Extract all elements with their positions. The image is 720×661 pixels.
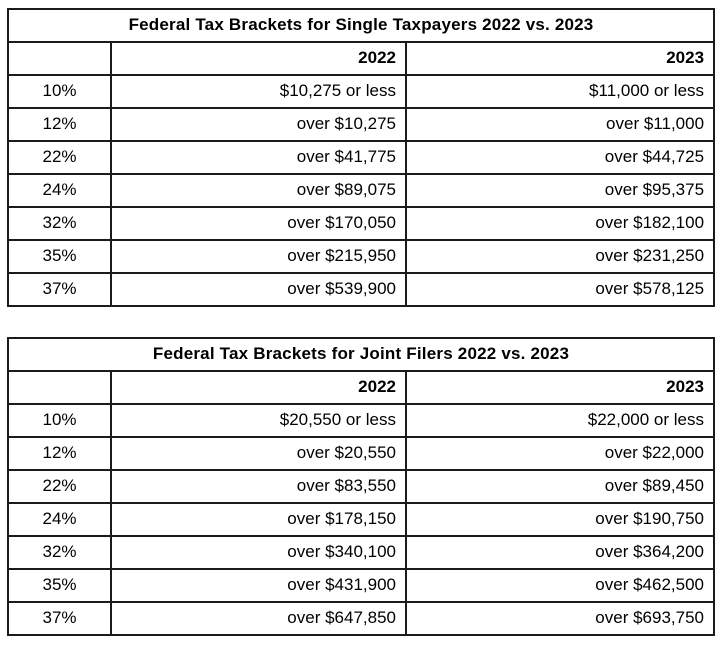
rate-cell: 24% [7, 502, 112, 537]
amount-2023-cell: over $231,250 [404, 239, 716, 274]
year-2023-header: 2023 [405, 370, 715, 405]
amount-2022-cell: $20,550 or less [110, 403, 407, 438]
amount-2022-cell: over $10,275 [110, 107, 407, 142]
rate-cell: 10% [7, 403, 112, 438]
table-row: 32% over $170,050 over $182,100 [7, 206, 716, 241]
rate-column-header [7, 41, 112, 76]
rate-cell: 32% [7, 206, 112, 241]
amount-2023-cell: over $578,125 [404, 272, 716, 307]
table-title: Federal Tax Brackets for Joint Filers 20… [7, 337, 715, 372]
table-title: Federal Tax Brackets for Single Taxpayer… [6, 8, 716, 43]
joint-table-title-row: Federal Tax Brackets for Joint Filers 20… [7, 337, 715, 372]
table-row: 12% over $10,275 over $11,000 [7, 107, 716, 142]
rate-cell: 35% [7, 239, 112, 274]
amount-2023-cell: over $693,750 [405, 601, 715, 636]
amount-2022-cell: over $89,075 [110, 173, 407, 208]
year-2022-header: 2022 [110, 41, 407, 76]
amount-2023-cell: over $44,725 [404, 140, 716, 175]
amount-2023-cell: over $22,000 [405, 436, 715, 471]
amount-2022-cell: over $170,050 [110, 206, 407, 241]
single-table-header-row: 2022 2023 [7, 41, 716, 76]
table-row: 22% over $83,550 over $89,450 [7, 469, 715, 504]
amount-2023-cell: $22,000 or less [405, 403, 715, 438]
amount-2022-cell: over $340,100 [110, 535, 407, 570]
rate-cell: 12% [7, 436, 112, 471]
rate-cell: 12% [7, 107, 112, 142]
single-table-title-row: Federal Tax Brackets for Single Taxpayer… [6, 8, 716, 43]
rate-cell: 22% [7, 469, 112, 504]
single-taxpayers-table: Federal Tax Brackets for Single Taxpayer… [6, 8, 716, 307]
amount-2023-cell: over $462,500 [405, 568, 715, 603]
table-row: 24% over $89,075 over $95,375 [7, 173, 716, 208]
table-row: 32% over $340,100 over $364,200 [7, 535, 715, 570]
table-row: 24% over $178,150 over $190,750 [7, 502, 715, 537]
amount-2022-cell: over $215,950 [110, 239, 407, 274]
tax-brackets-page: Federal Tax Brackets for Single Taxpayer… [6, 8, 716, 636]
amount-2022-cell: over $178,150 [110, 502, 407, 537]
amount-2022-cell: over $20,550 [110, 436, 407, 471]
amount-2023-cell: over $182,100 [404, 206, 716, 241]
rate-cell: 37% [7, 601, 112, 636]
amount-2023-cell: over $89,450 [405, 469, 715, 504]
amount-2022-cell: over $83,550 [110, 469, 407, 504]
table-row: 35% over $215,950 over $231,250 [7, 239, 716, 274]
table-row: 37% over $539,900 over $578,125 [7, 272, 716, 307]
amount-2022-cell: over $431,900 [110, 568, 407, 603]
rate-cell: 22% [7, 140, 112, 175]
rate-cell: 35% [7, 568, 112, 603]
rate-cell: 37% [7, 272, 112, 307]
year-2023-header: 2023 [404, 41, 716, 76]
year-2022-header: 2022 [110, 370, 407, 405]
rate-cell: 32% [7, 535, 112, 570]
table-row: 22% over $41,775 over $44,725 [7, 140, 716, 175]
joint-filers-table: Federal Tax Brackets for Joint Filers 20… [7, 337, 715, 636]
rate-cell: 10% [7, 74, 112, 109]
amount-2023-cell: $11,000 or less [404, 74, 716, 109]
rate-column-header [7, 370, 112, 405]
joint-table-header-row: 2022 2023 [7, 370, 715, 405]
amount-2022-cell: over $41,775 [110, 140, 407, 175]
table-row: 10% $10,275 or less $11,000 or less [7, 74, 716, 109]
amount-2022-cell: $10,275 or less [110, 74, 407, 109]
table-row: 37% over $647,850 over $693,750 [7, 601, 715, 636]
table-gap [7, 307, 713, 337]
table-row: 35% over $431,900 over $462,500 [7, 568, 715, 603]
table-row: 10% $20,550 or less $22,000 or less [7, 403, 715, 438]
amount-2023-cell: over $95,375 [404, 173, 716, 208]
amount-2023-cell: over $364,200 [405, 535, 715, 570]
amount-2023-cell: over $190,750 [405, 502, 715, 537]
amount-2023-cell: over $11,000 [404, 107, 716, 142]
amount-2022-cell: over $539,900 [110, 272, 407, 307]
rate-cell: 24% [7, 173, 112, 208]
table-row: 12% over $20,550 over $22,000 [7, 436, 715, 471]
amount-2022-cell: over $647,850 [110, 601, 407, 636]
